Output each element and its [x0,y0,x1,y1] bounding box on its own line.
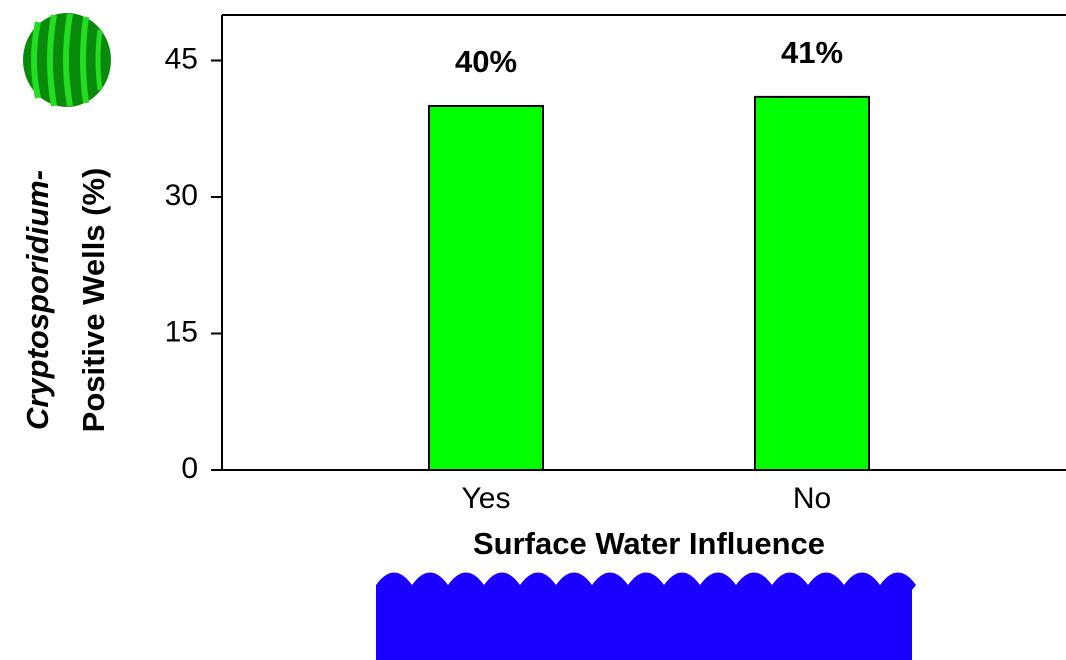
value-label: 40% [455,44,517,79]
x-axis-title: Surface Water Influence [473,526,825,561]
x-tick-label: Yes [462,482,511,515]
bar [755,97,869,470]
cell-icon [23,13,111,107]
y-tick-label: 0 [181,452,198,485]
x-tick-label: No [793,482,831,515]
bar [429,106,543,470]
water-icon [376,573,916,660]
y-axis-title: Positive Wells (%) [76,168,111,433]
value-label: 41% [781,35,843,70]
page: {"chart_data": {"type": "bar", "categori… [0,0,1066,660]
y-tick-label: 15 [165,315,198,348]
y-axis-title: Cryptosporidium- [20,170,55,430]
y-tick-label: 45 [165,42,198,75]
chart: Cryptosporidium- Positive Wells (%) Surf… [0,0,1066,660]
y-tick-label: 30 [165,179,198,212]
